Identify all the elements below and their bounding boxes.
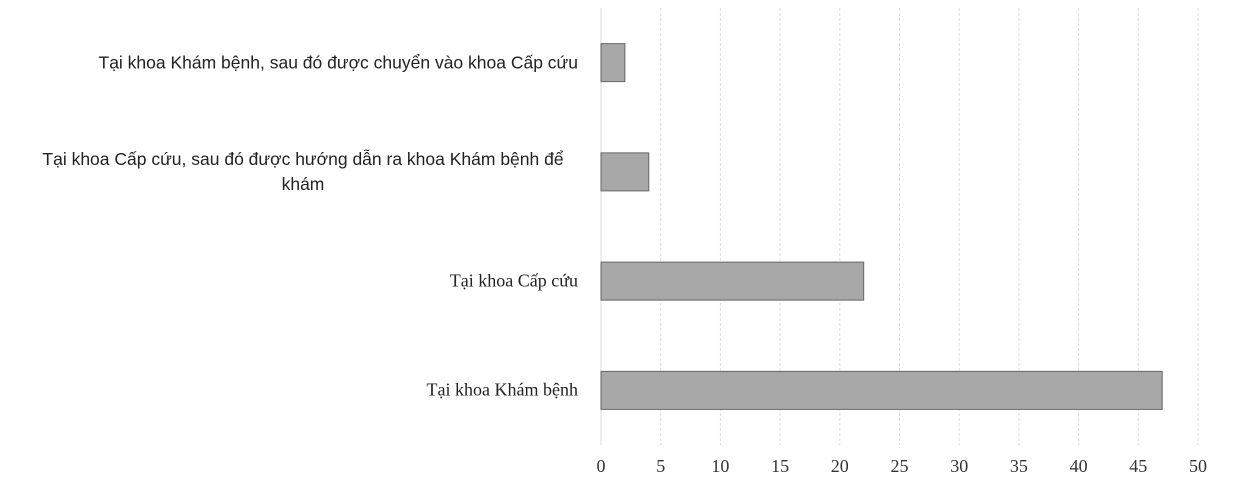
x-tick-label: 0 [597, 456, 606, 476]
x-tick-label: 20 [831, 456, 849, 476]
x-tick-label: 45 [1129, 456, 1147, 476]
y-tick-label-box: Tại khoa Khám bệnh, sau đó được chuyển v… [18, 50, 579, 75]
y-tick-label-box: Tại khoa Cấp cứu, sau đó được hướng dẫn … [18, 147, 578, 197]
x-tick-label: 30 [950, 456, 968, 476]
y-tick-label-box: Tại khoa Cấp cứu [18, 269, 578, 294]
bar [600, 370, 1163, 410]
x-tick-label: 10 [711, 456, 729, 476]
y-tick-label: Tại khoa Khám bệnh, sau đó được chuyển v… [98, 52, 579, 73]
bar [600, 152, 650, 192]
x-tick-label: 35 [1010, 456, 1028, 476]
x-tick-label: 50 [1189, 456, 1207, 476]
y-tick-label: Tại khoa Cấp cứu [449, 270, 578, 291]
bar [600, 43, 626, 83]
y-tick-label: Tại khoa Cấp cứu, sau đó được hướng dẫn … [42, 148, 564, 194]
x-tick-label: 5 [656, 456, 665, 476]
x-tick-label: 40 [1070, 456, 1088, 476]
x-tick-label: 25 [891, 456, 909, 476]
y-tick-label: Tại khoa Khám bệnh [426, 379, 578, 400]
x-tick-label: 15 [771, 456, 789, 476]
bar [600, 261, 865, 301]
y-tick-label-box: Tại khoa Khám bệnh [18, 378, 578, 403]
